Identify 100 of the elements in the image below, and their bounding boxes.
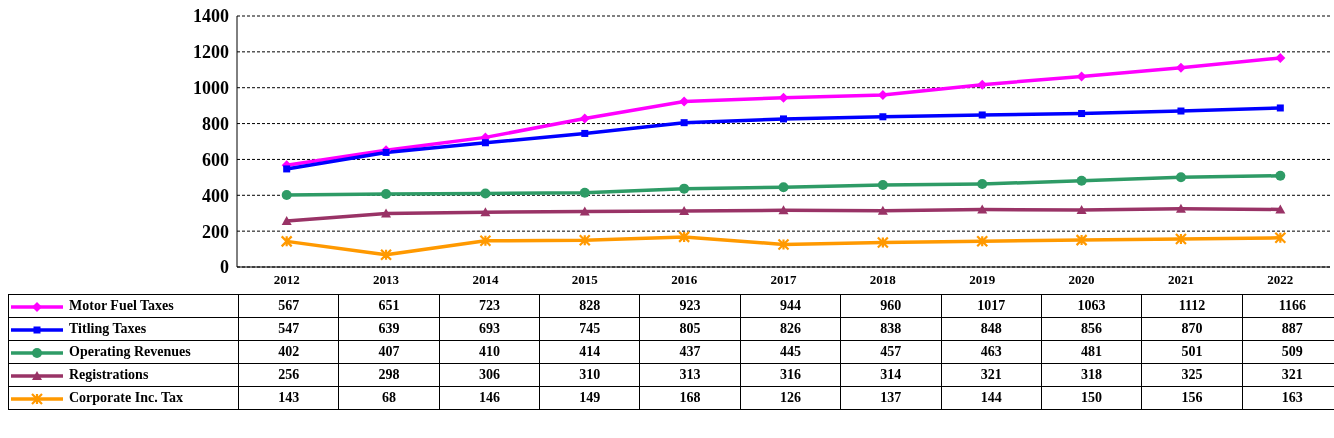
y-tick-label: 0 [220, 257, 229, 278]
data-label: 745 [539, 317, 640, 341]
data-label: 68 [338, 386, 440, 410]
data-label: 407 [338, 340, 440, 364]
point [978, 111, 986, 119]
point [481, 139, 489, 147]
point [1075, 234, 1088, 247]
point [1175, 172, 1186, 183]
data-label: 1017 [941, 294, 1042, 318]
point [1177, 107, 1185, 115]
y-tick-label: 1000 [193, 78, 229, 99]
point [381, 208, 392, 218]
point [679, 205, 690, 215]
data-label: 887 [1242, 317, 1334, 341]
data-label: 143 [238, 386, 339, 410]
data-label: 321 [941, 363, 1042, 387]
legend-label: Registrations [69, 367, 149, 382]
data-label: 1063 [1041, 294, 1142, 318]
data-label: 414 [539, 340, 640, 364]
point [578, 234, 591, 247]
data-label: 639 [338, 317, 440, 341]
x-tick-label: 2021 [1167, 272, 1194, 288]
point [680, 119, 688, 127]
data-label: 826 [740, 317, 841, 341]
x-tick-label: 2012 [273, 272, 300, 288]
data-label: 567 [238, 294, 339, 318]
data-label: 805 [639, 317, 741, 341]
x-tick-label: 2016 [671, 272, 698, 288]
data-label: 126 [740, 386, 841, 410]
data-label: 651 [338, 294, 440, 318]
data-label: 313 [639, 363, 741, 387]
data-label: 321 [1242, 363, 1334, 387]
data-label: 310 [539, 363, 640, 387]
data-label: 856 [1041, 317, 1142, 341]
point [379, 248, 393, 261]
data-label: 163 [1242, 386, 1334, 410]
data-label: 457 [840, 340, 942, 364]
x-tick-label: 2020 [1068, 272, 1095, 288]
x-tick-label: 2017 [770, 272, 797, 288]
data-label: 402 [238, 340, 339, 364]
legend-label: Titling Taxes [69, 321, 147, 336]
point [877, 205, 888, 215]
legend-label: Motor Fuel Taxes [69, 298, 174, 313]
point [1276, 104, 1284, 112]
data-label: 463 [941, 340, 1042, 364]
y-tick-label: 1400 [193, 6, 229, 27]
data-label: 410 [439, 340, 540, 364]
data-label: 848 [941, 317, 1042, 341]
point [877, 180, 888, 191]
data-label: 501 [1141, 340, 1243, 364]
data-label: 306 [439, 363, 540, 387]
data-label: 325 [1141, 363, 1243, 387]
point [1076, 175, 1087, 186]
x-tick-label: 2015 [571, 272, 599, 288]
point [1174, 232, 1188, 246]
point [1175, 203, 1186, 213]
data-label: 723 [439, 294, 540, 318]
x-tick-label: 2018 [869, 272, 897, 288]
data-label: 137 [840, 386, 942, 410]
point [876, 236, 889, 249]
y-tick-label: 400 [202, 185, 229, 206]
point [579, 113, 590, 124]
data-label: 944 [740, 294, 841, 318]
point [777, 238, 790, 251]
point [879, 113, 887, 121]
y-tick-label: 1200 [193, 42, 229, 63]
point [283, 165, 291, 173]
data-label: 1166 [1242, 294, 1334, 318]
data-label: 1112 [1141, 294, 1243, 318]
point [1275, 52, 1286, 63]
point [579, 187, 590, 198]
data-label: 838 [840, 317, 942, 341]
point [480, 188, 491, 199]
data-label: 960 [840, 294, 942, 318]
point [1076, 71, 1087, 82]
x-tick-label: 2022 [1267, 272, 1294, 288]
data-label: 481 [1041, 340, 1142, 364]
data-label: 168 [639, 386, 741, 410]
data-label: 316 [740, 363, 841, 387]
x-tick-label: 2013 [373, 272, 400, 288]
point [1274, 231, 1287, 244]
x-tick-label: 2019 [969, 272, 996, 288]
y-tick-label: 200 [202, 221, 229, 242]
data-label: 828 [539, 294, 640, 318]
data-label: 923 [639, 294, 741, 318]
data-label: 156 [1141, 386, 1243, 410]
point [1275, 204, 1286, 214]
y-tick-label: 800 [202, 113, 229, 134]
data-label: 146 [439, 386, 540, 410]
legend-label: Operating Revenues [69, 344, 191, 359]
data-label: 445 [740, 340, 841, 364]
point [280, 235, 293, 248]
data-label: 870 [1141, 317, 1243, 341]
point [678, 230, 691, 243]
point [1275, 170, 1286, 181]
point [778, 182, 789, 193]
point [977, 178, 988, 189]
data-label: 298 [338, 363, 440, 387]
data-label: 547 [238, 317, 339, 341]
point [581, 129, 589, 137]
